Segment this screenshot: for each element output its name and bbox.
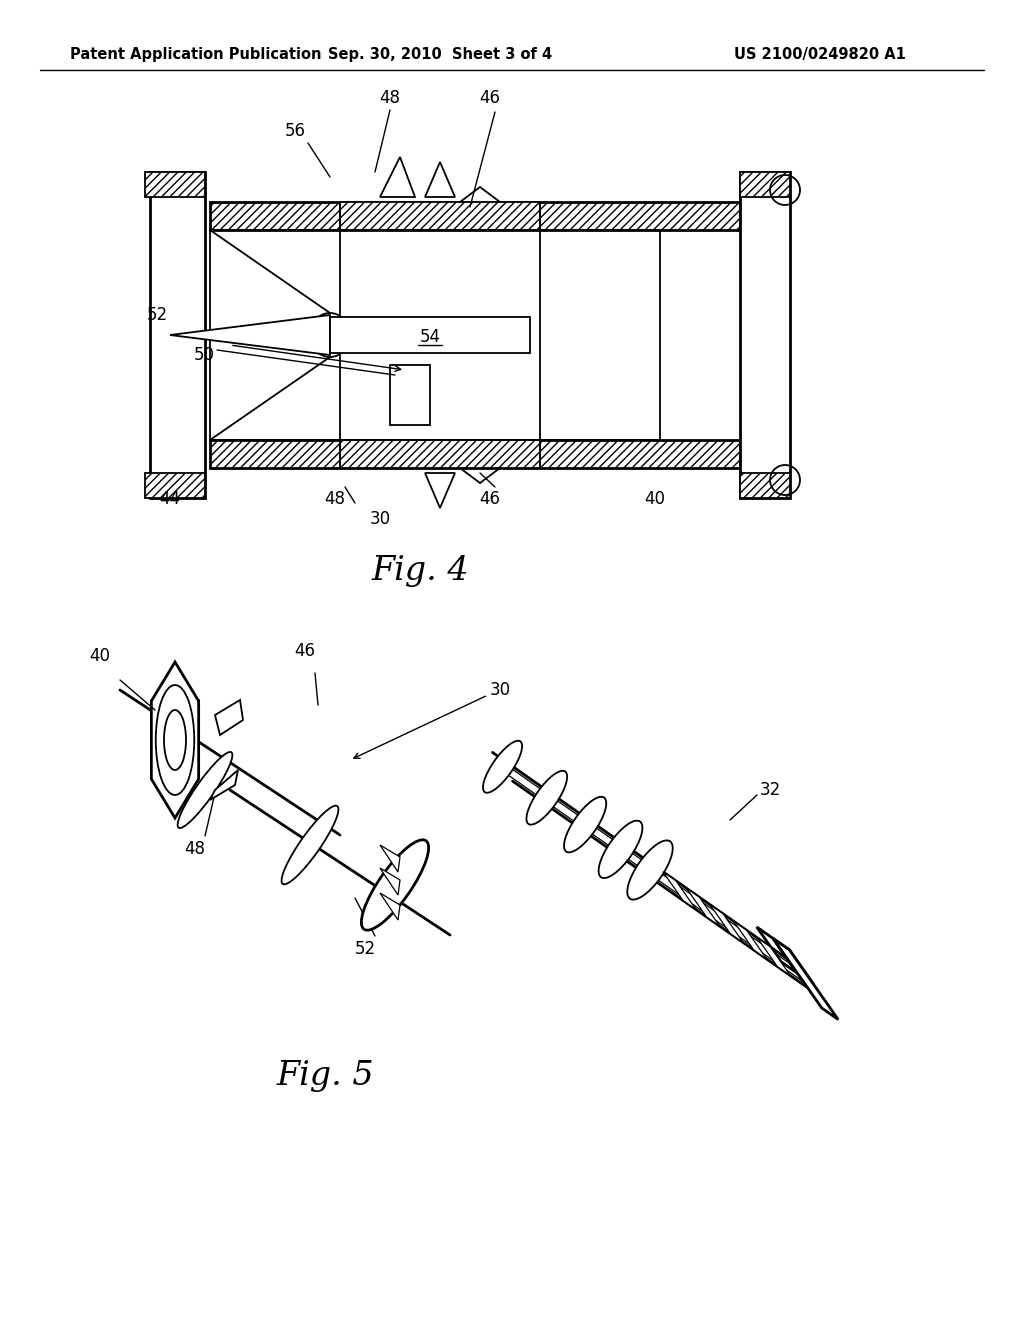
Text: 46: 46 — [479, 490, 501, 508]
Text: 56: 56 — [285, 121, 305, 140]
Ellipse shape — [156, 685, 195, 795]
Text: 46: 46 — [479, 88, 501, 107]
Polygon shape — [380, 894, 400, 920]
Polygon shape — [425, 473, 455, 508]
Bar — [390, 366, 430, 425]
Polygon shape — [152, 663, 199, 818]
Polygon shape — [380, 157, 415, 197]
Ellipse shape — [526, 771, 567, 825]
Polygon shape — [425, 162, 455, 197]
Bar — [145, 473, 205, 498]
Bar — [740, 473, 790, 498]
Text: 52: 52 — [146, 306, 168, 323]
Ellipse shape — [282, 805, 339, 884]
Text: 52: 52 — [354, 940, 376, 958]
Polygon shape — [380, 869, 400, 895]
Polygon shape — [215, 700, 243, 735]
Bar — [210, 440, 740, 469]
Ellipse shape — [164, 710, 186, 770]
Text: 40: 40 — [644, 490, 666, 508]
Ellipse shape — [361, 840, 429, 931]
Text: 32: 32 — [760, 781, 781, 799]
Text: 50: 50 — [194, 346, 215, 364]
Polygon shape — [170, 315, 330, 355]
Bar — [340, 202, 540, 230]
Polygon shape — [710, 904, 743, 942]
Polygon shape — [773, 939, 814, 985]
Text: 46: 46 — [295, 642, 315, 660]
Text: Fig. 4: Fig. 4 — [371, 554, 469, 587]
Text: 48: 48 — [325, 490, 345, 508]
Ellipse shape — [628, 841, 673, 900]
Text: 54: 54 — [420, 327, 440, 346]
Polygon shape — [686, 888, 720, 927]
Polygon shape — [210, 770, 238, 800]
Ellipse shape — [483, 741, 522, 793]
Polygon shape — [773, 939, 839, 1019]
Text: US 2100/0249820 A1: US 2100/0249820 A1 — [734, 48, 906, 62]
Polygon shape — [663, 871, 696, 909]
Text: Fig. 5: Fig. 5 — [276, 1060, 374, 1092]
Polygon shape — [757, 927, 798, 973]
Text: 44: 44 — [160, 490, 180, 508]
Ellipse shape — [599, 821, 642, 878]
Text: 40: 40 — [89, 647, 111, 665]
Text: 48: 48 — [380, 88, 400, 107]
Bar — [740, 172, 790, 197]
Bar — [740, 172, 790, 498]
Text: Sep. 30, 2010  Sheet 3 of 4: Sep. 30, 2010 Sheet 3 of 4 — [328, 48, 552, 62]
Polygon shape — [380, 845, 400, 873]
Bar — [150, 172, 205, 498]
Polygon shape — [733, 921, 767, 960]
Polygon shape — [758, 937, 791, 975]
Bar — [210, 202, 740, 230]
Bar — [145, 172, 205, 197]
Bar — [340, 440, 540, 469]
Bar — [330, 317, 530, 352]
Text: 30: 30 — [490, 681, 511, 700]
Ellipse shape — [177, 752, 232, 828]
Text: 48: 48 — [184, 840, 206, 858]
Text: Patent Application Publication: Patent Application Publication — [70, 48, 322, 62]
Text: 30: 30 — [370, 510, 390, 528]
Ellipse shape — [564, 797, 606, 853]
